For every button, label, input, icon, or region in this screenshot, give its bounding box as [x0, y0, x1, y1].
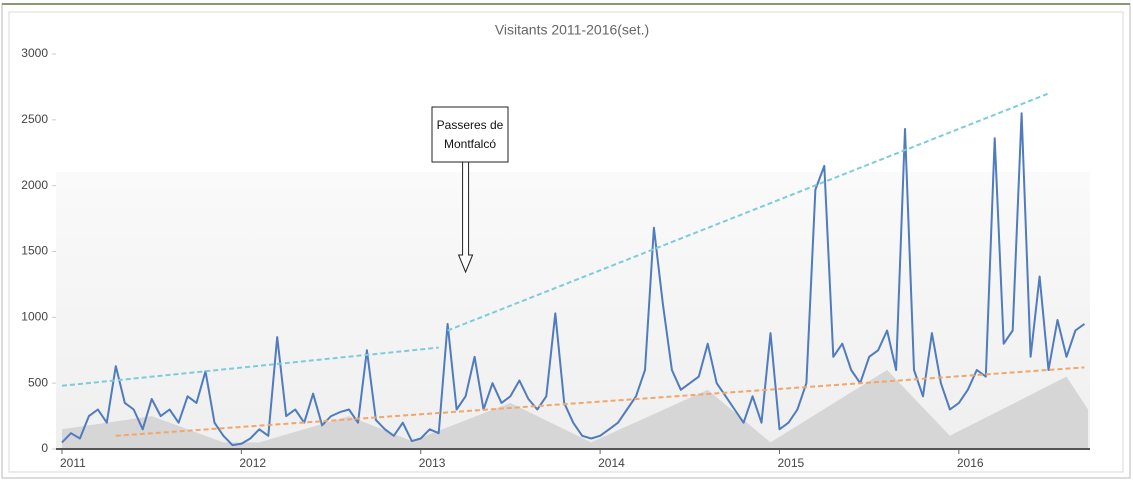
annotation-text: Montfalcó	[444, 137, 496, 151]
x-tick-label: 2014	[598, 456, 625, 470]
x-tick-label: 2013	[419, 456, 446, 470]
trend-line	[115, 366, 1085, 437]
y-tick-label: 3000	[21, 46, 48, 60]
y-tick-label: 2500	[21, 112, 48, 126]
line	[61, 112, 1085, 447]
plot: 0 500 1000 1500 2000 2500 3000 2011 2012 2013 2014…	[21, 46, 1090, 470]
trend-line	[447, 92, 1049, 332]
annotation: Passeres de Montfalcó	[431, 106, 509, 274]
y-tick-label: 2000	[21, 178, 48, 192]
annotation-text: Passeres de	[437, 118, 504, 132]
area	[62, 370, 1088, 449]
y-tick-label: 1500	[21, 244, 48, 258]
annotation-arrow	[457, 161, 474, 274]
y-tick-label: 0	[41, 441, 48, 455]
x-tick-label: 2016	[957, 456, 984, 470]
x-tick-label: 2012	[239, 456, 266, 470]
x-tick-label: 2011	[60, 456, 86, 470]
annotation-box	[431, 106, 509, 163]
y-tick-label: 500	[28, 375, 48, 389]
x-tick-label: 2015	[777, 456, 804, 470]
chart-title: Visitants 2011-2016(set.)	[495, 22, 649, 38]
trend-line	[61, 346, 439, 387]
y-tick-label: 1000	[21, 310, 48, 324]
